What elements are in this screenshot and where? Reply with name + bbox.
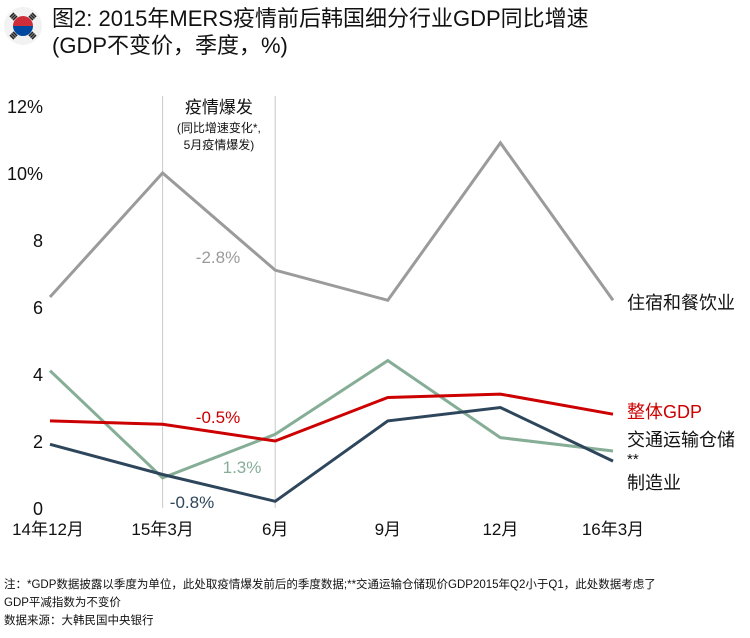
series-line bbox=[49, 405, 614, 503]
south-korea-flag-icon bbox=[4, 7, 42, 45]
chart-subtitle: (GDP不变价，季度，%) bbox=[52, 33, 288, 58]
series-label: ** bbox=[627, 451, 639, 468]
y-tick-label: 10% bbox=[7, 164, 43, 184]
y-tick-label: 2 bbox=[33, 432, 43, 452]
y-tick-label: 12% bbox=[7, 97, 43, 117]
x-tick-label: 9月 bbox=[375, 520, 401, 539]
annotations: -2.8% -0.5% 1.3% -0.8% bbox=[170, 248, 262, 512]
series-label: 交通运输仓储 bbox=[627, 430, 735, 450]
y-tick-label: 8 bbox=[33, 231, 43, 251]
chart-title: 图2: 2015年MERS疫情前后韩国细分行业GDP同比增速 bbox=[52, 6, 589, 31]
event-band-subtitle: 5月疫情爆发) bbox=[184, 137, 255, 152]
series-line bbox=[49, 392, 614, 443]
data-label: -0.5% bbox=[196, 408, 240, 427]
event-band: 疫情爆发 (同比增速变化*, 5月疫情爆发) bbox=[162, 96, 276, 508]
series-label: 整体GDP bbox=[627, 402, 702, 422]
x-tick-label: 12月 bbox=[482, 520, 518, 539]
x-tick-label: 6月 bbox=[262, 520, 288, 539]
series-label: 制造业 bbox=[627, 473, 681, 493]
series-line bbox=[48, 140, 615, 303]
y-tick-label: 4 bbox=[33, 365, 43, 385]
data-label: -2.8% bbox=[196, 248, 240, 267]
data-label: -0.8% bbox=[170, 493, 214, 512]
footnote: 注：*GDP数据披露以季度为单位，此处取疫情爆发前后的季度数据;**交通运输仓储… bbox=[4, 579, 656, 591]
y-tick-label: 6 bbox=[33, 298, 43, 318]
series-line bbox=[48, 358, 614, 480]
footnote-continued: GDP平减指数为不变价 bbox=[4, 597, 121, 609]
y-tick-label: 0 bbox=[33, 499, 43, 519]
x-tick-label: 16年3月 bbox=[582, 520, 644, 539]
x-axis: 14年12月 15年3月 6月 9月 12月 16年3月 bbox=[12, 520, 644, 539]
x-tick-label: 15年3月 bbox=[131, 520, 193, 539]
event-band-subtitle: (同比增速变化*, bbox=[177, 120, 261, 135]
data-source: 数据来源：大韩民国中央银行 bbox=[4, 615, 154, 627]
y-axis: 0 2 4 6 8 10% 12% bbox=[7, 97, 43, 519]
series-label: 住宿和餐饮业 bbox=[627, 293, 735, 313]
series-lines bbox=[48, 140, 615, 503]
x-tick-label: 14年12月 bbox=[12, 520, 84, 539]
data-label: 1.3% bbox=[223, 458, 262, 477]
event-band-title: 疫情爆发 bbox=[185, 98, 253, 117]
line-chart: 疫情爆发 (同比增速变化*, 5月疫情爆发) 0 2 4 6 8 10% 12% 14年12… bbox=[7, 96, 735, 539]
